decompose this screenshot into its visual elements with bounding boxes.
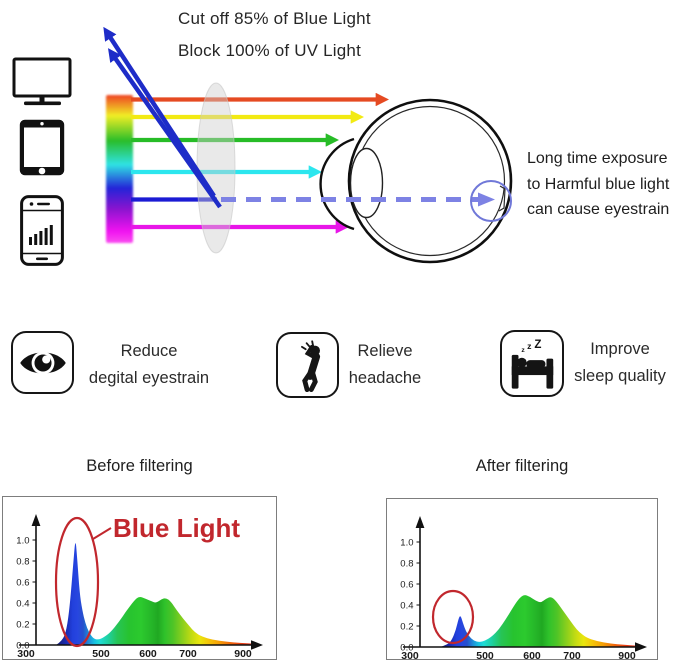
sleeping-bed-icon: z z Z (511, 339, 554, 389)
svg-text:700: 700 (179, 648, 197, 658)
eye-lens (349, 147, 384, 219)
retina-highlight-circle (470, 180, 512, 222)
benefit-0-line1: Reduce (120, 342, 178, 360)
svg-text:500: 500 (92, 648, 110, 658)
svg-text:900: 900 (234, 648, 252, 658)
svg-text:0.0: 0.0 (400, 643, 413, 654)
benefit-0-line2: degital eyestrain (88, 368, 210, 387)
svg-text:500: 500 (476, 650, 494, 660)
benefit-box-sleep: z z Z (500, 330, 564, 397)
benefit-2-line1: Improve (590, 340, 650, 358)
svg-text:600: 600 (523, 650, 541, 660)
benefit-box-eyestrain (11, 331, 74, 394)
light-rays-eye-diagram (103, 26, 513, 264)
headline-line1: Cut off 85% of Blue Light (178, 9, 371, 28)
tablet-icon (19, 119, 65, 181)
svg-text:1.0: 1.0 (400, 538, 413, 549)
eyeball-diagram (319, 98, 513, 264)
svg-text:1.0: 1.0 (16, 536, 29, 547)
rainbow-spectrum-bar (106, 95, 133, 243)
benefit-label-sleep: Improve sleep quality (558, 336, 679, 389)
svg-text:0.4: 0.4 (16, 599, 29, 610)
eye-warning-caption: Long time exposure to Harmful blue light… (527, 146, 669, 223)
svg-text:300: 300 (17, 648, 35, 658)
chart-title-after: After filtering (475, 457, 569, 475)
chart-after-filtering: 0.0 0.2 0.4 0.6 0.8 1.0 300 500 600 700 900 (386, 498, 658, 660)
svg-text:0.2: 0.2 (400, 622, 413, 633)
benefit-label-eyestrain: Reduce degital eyestrain (84, 338, 214, 391)
headline: Cut off 85% of Blue Light Block 100% of … (178, 3, 371, 67)
svg-text:0.2: 0.2 (16, 620, 29, 631)
svg-text:z: z (527, 341, 532, 351)
caption-line1: Long time exposure (527, 150, 668, 167)
smartphone-icon (20, 195, 64, 271)
svg-text:0.8: 0.8 (16, 557, 29, 568)
svg-text:0.4: 0.4 (400, 601, 413, 612)
svg-text:600: 600 (139, 648, 157, 658)
svg-text:0.6: 0.6 (400, 580, 413, 591)
svg-text:0.8: 0.8 (400, 559, 413, 570)
svg-text:Blue Light: Blue Light (113, 513, 240, 543)
spectrum-chart-before: 0.0 0.2 0.4 0.6 0.8 1.0 300 500 600 700 900 Blue Li… (16, 513, 263, 658)
svg-text:0.6: 0.6 (16, 578, 29, 589)
caption-line3: can cause eyestrain (527, 201, 670, 218)
benefit-2-line2: sleep quality (574, 366, 666, 385)
chart-title-before: Before filtering (86, 457, 193, 475)
svg-text:300: 300 (401, 650, 419, 660)
benefit-1-line2: headache (348, 368, 422, 387)
monitor-icon (12, 57, 72, 112)
svg-text:900: 900 (618, 650, 636, 660)
spectrum-chart-after: 0.0 0.2 0.4 0.6 0.8 1.0 300 500 600 700 900 (400, 516, 647, 660)
svg-text:z: z (521, 347, 525, 354)
benefit-1-line1: Relieve (357, 342, 413, 360)
lens-filter (196, 82, 236, 254)
caption-line2: to Harmful blue light (527, 175, 670, 193)
headline-line2: Block 100% of UV Light (178, 41, 361, 60)
harmful-blue-ray-dashed (221, 192, 495, 207)
reflected-blue-rays (103, 26, 222, 209)
svg-text:Z: Z (534, 339, 541, 351)
chart-before-filtering: 0.0 0.2 0.4 0.6 0.8 1.0 300 500 600 700 900 Blue Li… (2, 496, 277, 660)
light-rays (131, 92, 390, 234)
svg-text:700: 700 (563, 650, 581, 660)
headache-person-icon (300, 340, 320, 392)
benefit-box-headache (276, 332, 339, 398)
eye-icon (19, 351, 66, 374)
svg-text:0.0: 0.0 (16, 641, 29, 652)
benefit-label-headache: Relieve headache (330, 338, 440, 391)
